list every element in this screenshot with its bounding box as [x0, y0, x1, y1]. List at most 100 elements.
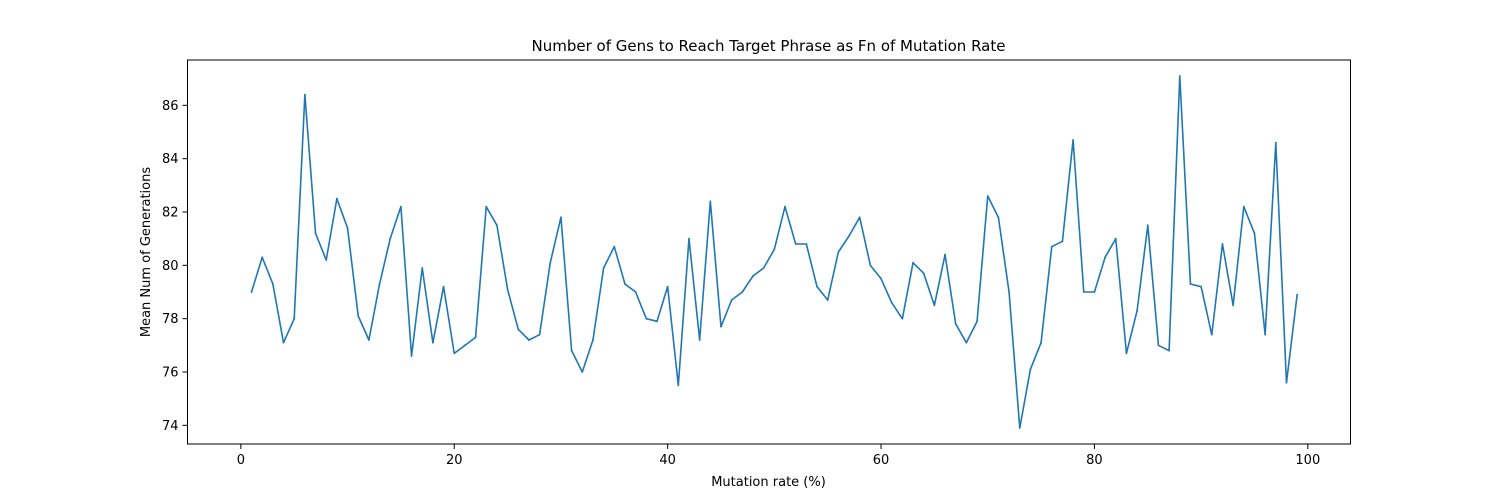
data-point: [432, 341, 434, 344]
data-point: [271, 283, 274, 285]
y-tick-label: 86: [162, 99, 179, 114]
data-point: [592, 339, 594, 341]
data-point: [410, 355, 413, 357]
data-point: [528, 339, 530, 341]
y-tick-label: 82: [162, 206, 179, 221]
y-tick-label: 74: [162, 419, 179, 434]
data-point: [517, 328, 520, 331]
data-point: [1136, 309, 1139, 312]
data-point: [944, 253, 946, 256]
data-point: [496, 224, 498, 227]
data-point: [1242, 205, 1245, 208]
x-axis-label: Mutation rate (%): [711, 475, 826, 490]
data-point: [1221, 243, 1224, 245]
data-point: [570, 349, 573, 352]
data-point: [1018, 427, 1021, 429]
data-point: [688, 237, 690, 240]
data-point: [303, 93, 306, 96]
data-point: [335, 197, 338, 200]
data-point: [1093, 291, 1096, 293]
data-point: [848, 235, 850, 237]
data-point: [378, 283, 381, 285]
data-point: [602, 267, 605, 269]
data-point: [399, 205, 402, 208]
data-point: [762, 267, 765, 269]
data-point: [1061, 240, 1064, 243]
data-point: [997, 216, 1000, 219]
data-point: [1210, 333, 1213, 336]
y-axis-label: Mean Num of Generations: [139, 167, 154, 337]
data-point: [858, 216, 861, 219]
data-point: [1264, 333, 1267, 336]
data-point: [581, 371, 584, 373]
data-point: [1168, 349, 1171, 352]
data-point: [1232, 304, 1235, 307]
data-point: [1285, 381, 1288, 384]
y-axis: 74 76 78 80 82 84 86: [162, 99, 188, 434]
data-point: [698, 339, 701, 341]
data-point: [421, 267, 424, 269]
data-point: [442, 285, 445, 288]
data-point: [1125, 352, 1128, 355]
x-axis: 0 20 40 60 80 100: [237, 444, 1320, 468]
data-point: [1200, 285, 1203, 288]
data-point: [784, 205, 786, 208]
data-point: [549, 261, 552, 264]
data-point: [1157, 344, 1160, 347]
data-point: [645, 317, 648, 320]
data-point: [1040, 341, 1042, 344]
data-point: [954, 323, 957, 325]
data-point: [624, 283, 626, 285]
data-point: [538, 333, 541, 336]
data-point: [1050, 245, 1053, 248]
plot-frame: [187, 59, 1351, 445]
y-tick-label: 84: [162, 152, 179, 167]
data-point: [325, 259, 328, 261]
data-point: [773, 248, 776, 251]
data-point: [741, 291, 744, 293]
data-point: [837, 251, 840, 253]
data-point: [261, 256, 264, 259]
data-point: [1189, 283, 1192, 285]
data-point: [666, 285, 669, 288]
data-point: [1178, 75, 1181, 77]
data-point: [1253, 232, 1256, 235]
data-point: [464, 344, 466, 347]
data-point: [1114, 237, 1117, 240]
data-point: [1296, 293, 1299, 296]
data-points: [250, 75, 1299, 429]
data-point: [912, 261, 914, 264]
y-tick-label: 78: [162, 312, 179, 327]
data-point: [901, 317, 904, 320]
data-point: [752, 275, 754, 277]
data-point: [1008, 291, 1010, 293]
data-point: [506, 288, 509, 291]
x-tick-label: 40: [659, 453, 676, 468]
data-point: [826, 299, 829, 301]
data-point: [677, 384, 680, 387]
data-point: [613, 245, 616, 248]
x-tick-label: 60: [873, 453, 890, 468]
chart-title: Number of Gens to Reach Target Phrase as…: [532, 37, 1006, 55]
data-point: [453, 352, 456, 355]
data-point: [1104, 256, 1106, 259]
data-point: [389, 237, 392, 240]
data-point: [933, 304, 936, 307]
data-point: [1274, 141, 1277, 144]
data-point: [720, 325, 722, 328]
x-tick-label: 80: [1086, 453, 1103, 468]
data-point: [890, 301, 893, 304]
data-point: [282, 341, 285, 344]
data-point: [1072, 139, 1074, 141]
data-point: [730, 299, 733, 301]
data-point: [474, 336, 477, 339]
x-tick-label: 100: [1295, 453, 1320, 468]
data-point: [560, 216, 562, 219]
data-point: [250, 291, 253, 293]
data-point: [634, 291, 637, 293]
data-point: [293, 317, 296, 320]
data-point: [816, 285, 818, 288]
data-point: [986, 195, 989, 197]
data-point: [485, 205, 488, 208]
